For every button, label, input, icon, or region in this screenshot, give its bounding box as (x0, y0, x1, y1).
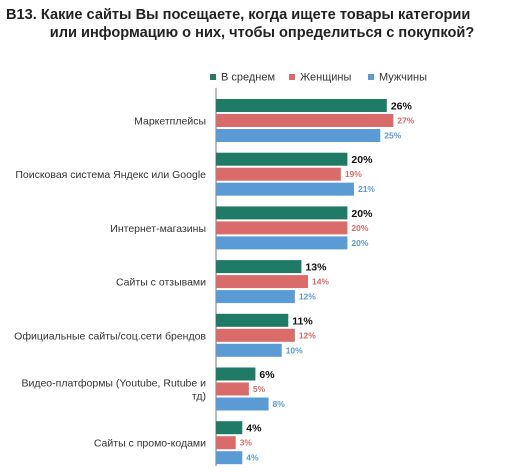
category-label-line: Интернет-магазины (110, 223, 206, 235)
bar-group-1: Маркетплейсы 26% 27% 25% (134, 99, 415, 142)
bar-average (216, 421, 243, 435)
bar-average (216, 206, 348, 220)
bar-women (216, 221, 348, 235)
data-label-men: 8% (273, 399, 286, 409)
legend-label-average: В среднем (221, 72, 275, 84)
legend-swatch-men (368, 74, 374, 80)
category-label-4: Сайты с отзывами (116, 277, 206, 289)
data-label-women: 12% (299, 330, 316, 340)
data-label-men: 4% (246, 453, 259, 463)
category-label-2: Поисковая система Яндекс или Google (15, 169, 206, 181)
chart-title: B13. Какие сайты Вы посещаете, когда ище… (6, 6, 518, 42)
data-label-average: 11% (292, 315, 313, 327)
bar-average (216, 260, 302, 274)
data-label-men: 21% (358, 184, 375, 194)
data-label-men: 25% (384, 131, 401, 141)
category-label-3: Интернет-магазины (110, 223, 206, 235)
category-label-5: Официальные сайты/соц.сети брендов (14, 330, 206, 342)
data-label-men: 10% (286, 345, 303, 355)
category-label-line: Официальные сайты/соц.сети брендов (14, 330, 206, 342)
legend-label-women: Женщины (300, 72, 351, 84)
legend: В среднем Женщины Мужчины (210, 72, 427, 84)
bar-average (216, 152, 348, 166)
bar-group-4: Сайты с отзывами 13% 14% 12% (116, 260, 329, 304)
data-label-average: 6% (259, 369, 275, 381)
bar-men (216, 129, 381, 142)
data-label-average: 4% (246, 423, 262, 435)
bar-women (216, 167, 341, 181)
category-label-7: Сайты с промо-кодами (94, 438, 206, 450)
legend-swatch-average (210, 74, 216, 80)
bar-women (216, 114, 394, 127)
bar-average (216, 99, 387, 112)
category-label-line: Видео-платформы (Youtube, Rutube и (21, 378, 206, 390)
category-label-1: Маркетплейсы (134, 116, 206, 128)
category-label-line: Маркетплейсы (134, 116, 206, 128)
category-label-line: Сайты с промо-кодами (94, 438, 206, 450)
category-label-line: Поисковая система Яндекс или Google (15, 169, 206, 181)
data-label-average: 20% (351, 154, 373, 166)
bar-women (216, 436, 236, 450)
data-label-men: 12% (299, 292, 316, 302)
data-label-average: 20% (351, 208, 373, 220)
chart-title-line-1: B13. Какие сайты Вы посещаете, когда ище… (6, 7, 471, 23)
bar-men (216, 182, 354, 196)
data-label-women: 27% (397, 116, 414, 126)
data-label-women: 19% (345, 169, 362, 179)
chart-title-line-2: или информацию о них, чтобы определиться… (49, 25, 475, 41)
data-label-women: 20% (351, 223, 368, 233)
bar-group-5: Официальные сайты/соц.сети брендов 11% 12%… (14, 313, 316, 357)
bar-men (216, 451, 243, 465)
bar-men (216, 343, 282, 357)
bar-men (216, 397, 269, 411)
data-label-women: 3% (240, 438, 253, 448)
bar-women (216, 328, 295, 342)
bar-group-7: Сайты с промо-кодами 4% 3% 4% (94, 421, 262, 465)
bar-group-6: Видео-платформы (Youtube, Rutube и тд) 6% 5… (21, 367, 286, 411)
bar-men (216, 236, 348, 250)
bar-women (216, 275, 308, 289)
bar-average (216, 313, 289, 327)
bar-average (216, 367, 256, 381)
data-label-average: 26% (391, 101, 413, 113)
category-label-line: Сайты с отзывами (116, 277, 206, 289)
category-label-6: Видео-платформы (Youtube, Rutube и тд) (21, 378, 206, 403)
category-label-line: тд) (192, 391, 206, 403)
data-label-men: 20% (351, 238, 368, 248)
bar-men (216, 290, 295, 304)
data-label-women: 5% (253, 384, 266, 394)
data-label-average: 13% (305, 262, 327, 274)
legend-swatch-women (289, 74, 295, 80)
legend-label-men: Мужчины (379, 72, 427, 84)
bar-women (216, 382, 249, 396)
data-label-women: 14% (312, 277, 329, 287)
bar-group-3: Интернет-магазины 20% 20% 20% (110, 206, 373, 250)
bar-group-2: Поисковая система Яндекс или Google 20% 19… (15, 152, 375, 196)
